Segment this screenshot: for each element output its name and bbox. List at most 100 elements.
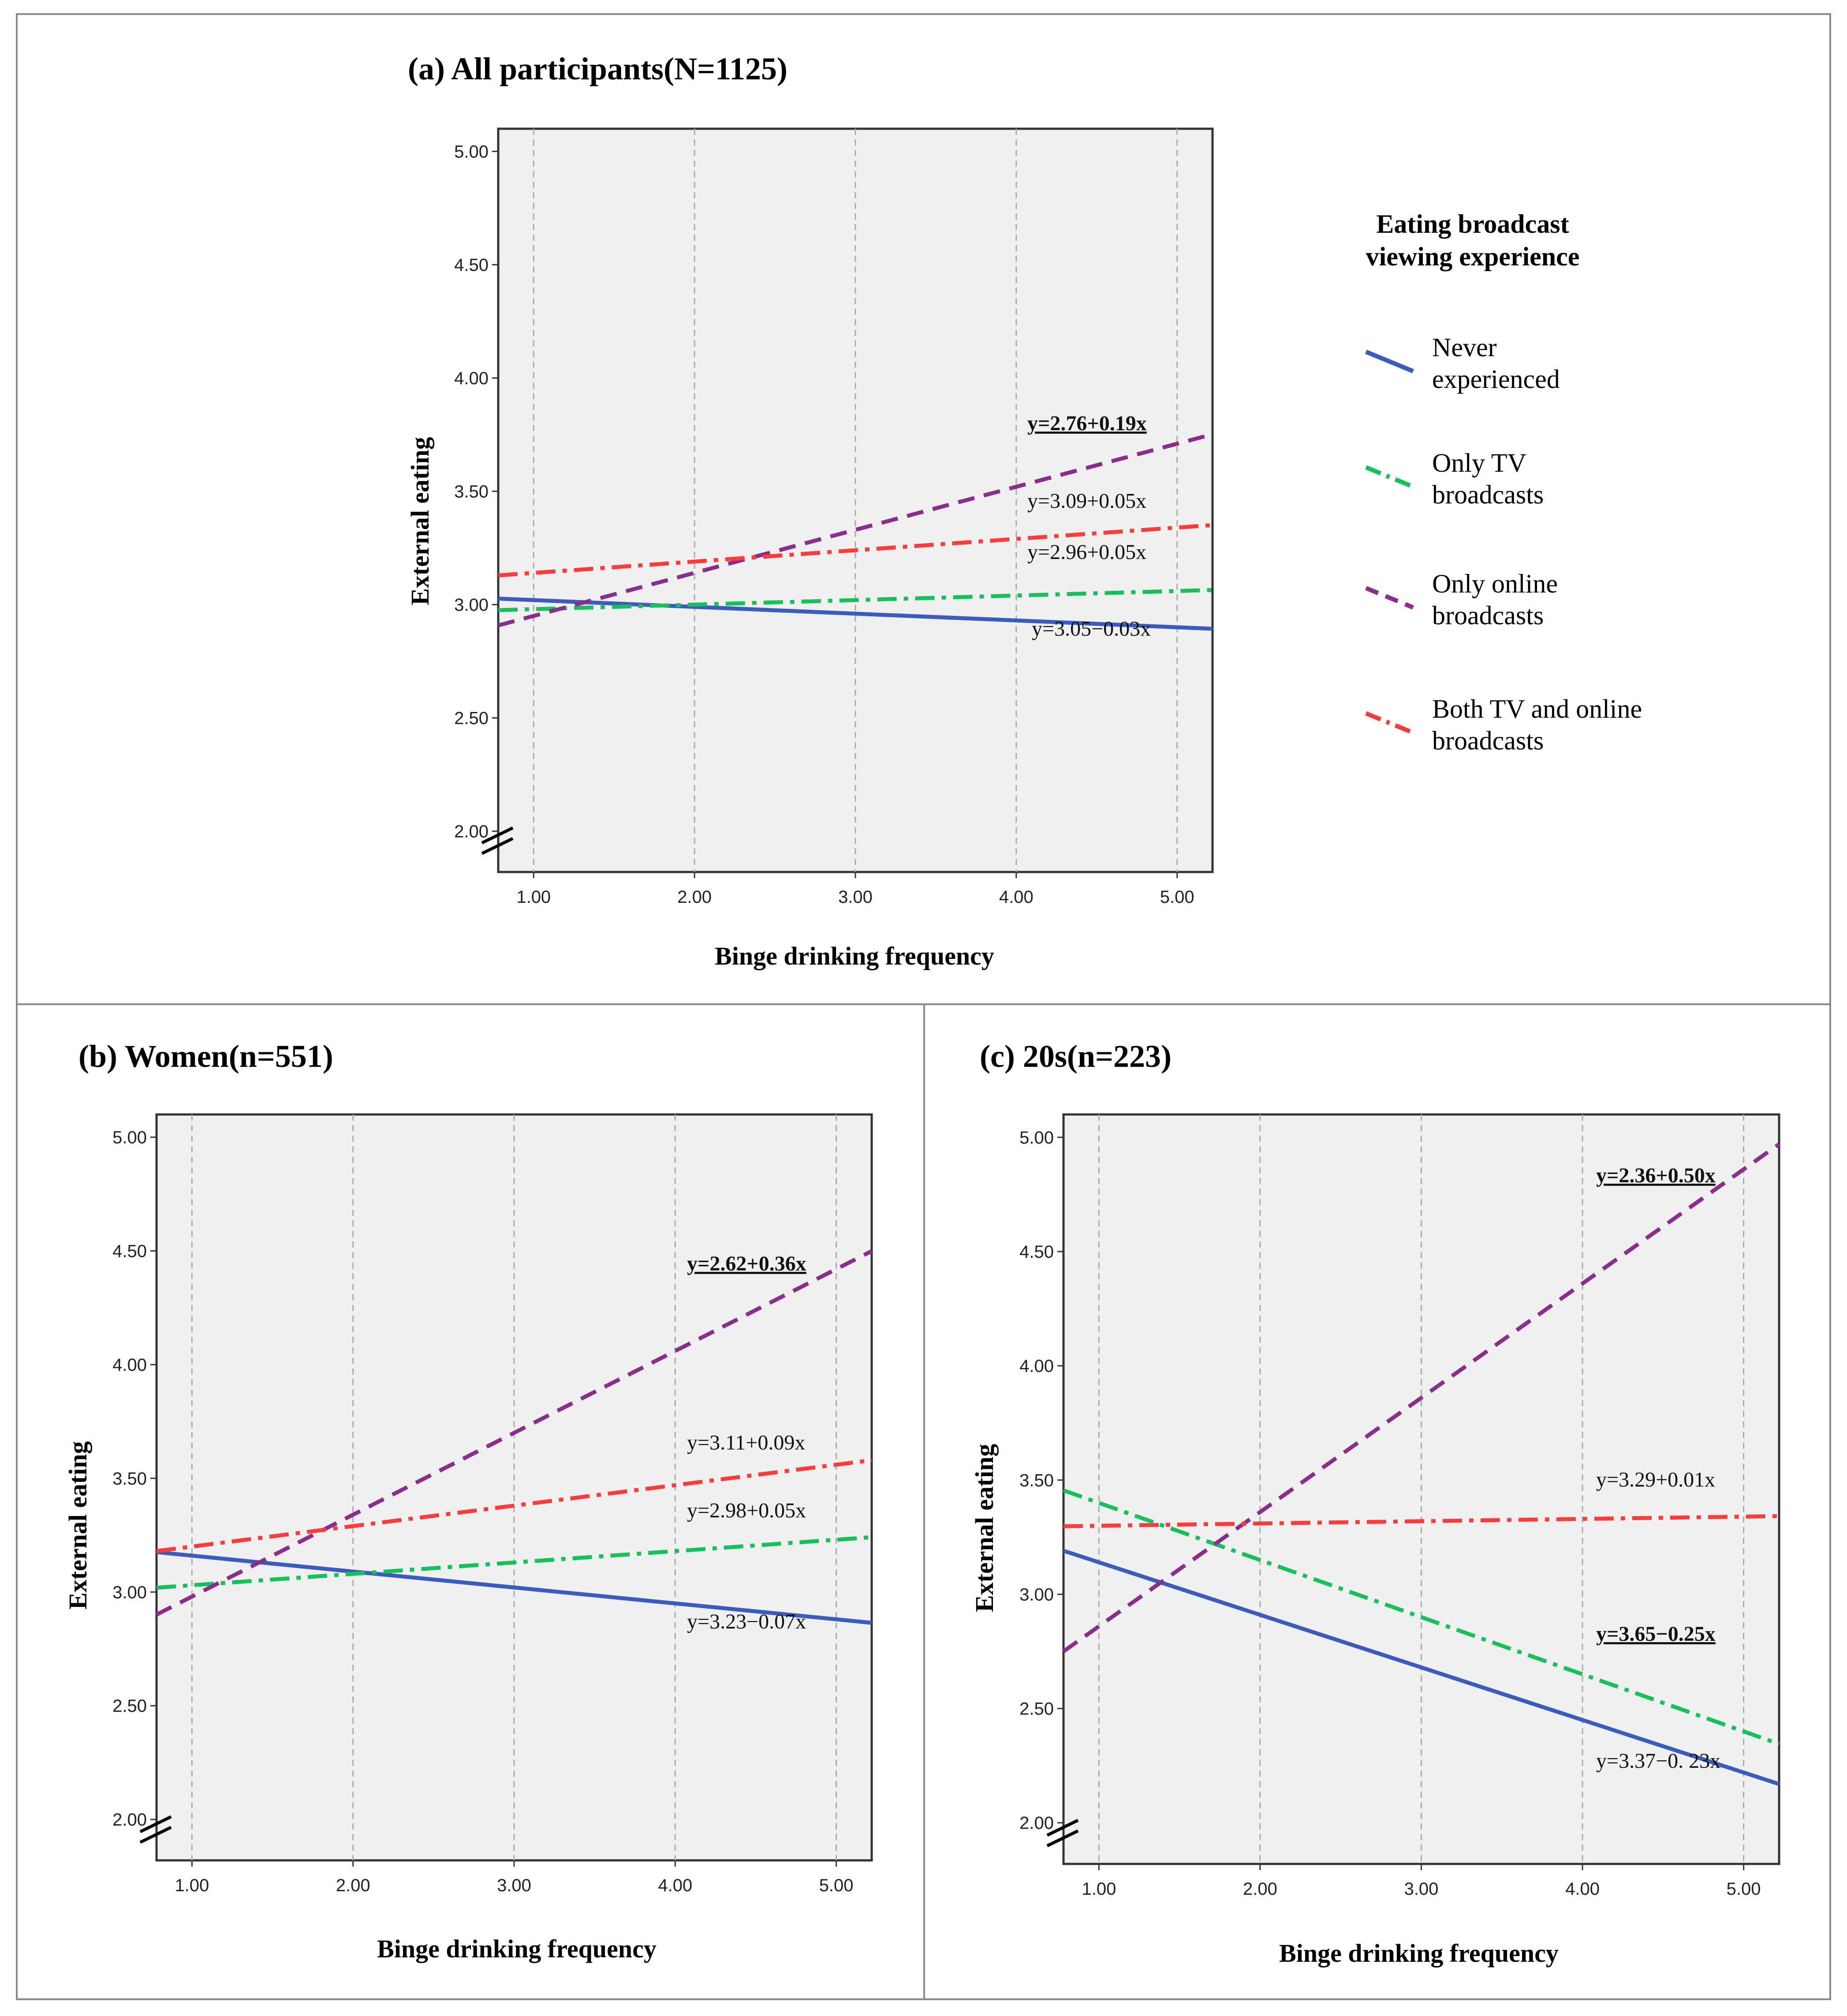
y-tick-label: 3.00 (454, 595, 489, 615)
y-tick-label: 3.50 (112, 1469, 147, 1488)
x-tick-label: 2.00 (677, 887, 712, 907)
x-tick-label: 4.00 (658, 1876, 692, 1895)
y-tick-label: 2.50 (1019, 1699, 1054, 1719)
equation-labels: y=3.23−0.07x y=2.98+0.05x y=2.62+0.36x y=3.… (687, 1252, 806, 1633)
series-line-both (156, 1458, 872, 1553)
y-tick-label: 3.00 (1019, 1585, 1054, 1604)
equation-label-online: y=2.76+0.19x (1027, 412, 1147, 435)
series-line-never (1063, 1549, 1780, 1786)
y-tick-label: 4.00 (112, 1355, 147, 1375)
x-tick-label: 1.00 (175, 1876, 209, 1895)
x-tick-label: 3.00 (497, 1876, 531, 1895)
equation-label-both: y=3.09+0.05x (1027, 489, 1146, 513)
y-tick-label: 4.50 (112, 1242, 147, 1261)
x-tick-label: 3.00 (838, 887, 873, 907)
chart-title: (b) Women(n=551) (78, 1039, 333, 1074)
y-tick-label: 3.50 (1019, 1471, 1054, 1490)
y-tick-label: 5.00 (112, 1128, 147, 1148)
x-tick-label: 1.00 (516, 887, 551, 907)
y-tick-label: 2.50 (454, 708, 489, 728)
series-line-both (498, 523, 1213, 578)
equation-label-both: y=3.29+0.01x (1596, 1468, 1715, 1491)
x-tick-label: 4.00 (1565, 1879, 1600, 1899)
axis-break-marks (481, 826, 514, 855)
x-tick-label: 5.00 (819, 1876, 854, 1895)
series-line-tv (498, 588, 1213, 612)
equation-label-never: y=3.37−0. 23x (1596, 1749, 1720, 1773)
series-line-online (155, 1249, 873, 1617)
legend-label-tv-line2: broadcasts (1432, 480, 1544, 509)
x-axis-label: Binge drinking frequency (377, 1934, 657, 1963)
legend-label-both-line2: broadcasts (1432, 726, 1544, 755)
y-tick-label: 4.50 (454, 255, 489, 275)
y-axis-label: External eating (406, 437, 434, 605)
y-axis-label: External eating (970, 1444, 999, 1612)
x-axis-label: Binge drinking frequency (715, 942, 994, 970)
vertical-gridlines (1098, 1114, 1745, 1864)
legend-label-both-line1: Both TV and online (1432, 694, 1642, 723)
x-tick-label: 2.00 (1243, 1879, 1277, 1899)
x-tick-labels: 1.00 2.00 3.00 4.00 5.00 (1082, 1864, 1761, 1899)
vertical-gridlines (191, 1114, 837, 1860)
legend-swatch-online (1365, 586, 1414, 610)
chart-title: (a) All participants(N=1125) (408, 51, 787, 86)
equation-label-online: y=2.36+0.50x (1596, 1164, 1716, 1187)
y-tick-label: 2.50 (112, 1696, 147, 1716)
y-tick-labels: 2.00 2.50 3.00 3.50 4.00 4.50 5.00 (112, 1128, 157, 1830)
series-line-online (1062, 1142, 1780, 1653)
legend-swatch-never (1365, 350, 1414, 373)
y-tick-label: 4.50 (1019, 1242, 1054, 1262)
equation-labels: y=3.37−0. 23x y=3.65−0.25x y=2.36+0.50x y=3… (1596, 1164, 1720, 1773)
chart-panel-a: (a) All participants(N=1125) 2.00 2.50 3.0… (406, 51, 1214, 970)
y-tick-label: 2.00 (112, 1810, 147, 1830)
series-lines (155, 1249, 873, 1625)
series-line-both (1063, 1514, 1780, 1528)
legend-label-never-line2: experienced (1432, 365, 1560, 394)
series-line-never (498, 596, 1213, 631)
y-tick-label: 4.00 (1019, 1356, 1054, 1376)
vertical-gridlines (533, 129, 1178, 872)
equation-labels: y=3.05−0.03x y=2.96+0.05x y=2.76+0.19x y=3.… (1027, 412, 1151, 641)
legend-label-online-line2: broadcasts (1432, 601, 1544, 630)
y-tick-label: 4.00 (454, 369, 489, 388)
chart-panel-c: (c) 20s(n=223) 2.00 2.50 3.00 3.50 4.00 4.50 5… (970, 1039, 1780, 1968)
x-tick-labels: 1.00 2.00 3.00 4.00 5.00 (175, 1860, 854, 1895)
x-tick-label: 5.00 (1160, 887, 1194, 907)
equation-label-online: y=2.62+0.36x (687, 1252, 806, 1275)
y-tick-label: 2.00 (454, 822, 489, 841)
equation-label-both: y=3.11+0.09x (687, 1431, 805, 1454)
equation-label-tv: y=2.96+0.05x (1027, 540, 1146, 564)
y-tick-label: 3.00 (112, 1583, 147, 1602)
equation-label-tv: y=2.98+0.05x (687, 1499, 806, 1522)
series-lines (1062, 1142, 1780, 1786)
legend: Eating broadcast viewing experience Neve… (1365, 209, 1642, 755)
y-tick-label: 3.50 (454, 482, 489, 501)
x-tick-label: 3.00 (1404, 1879, 1439, 1899)
equation-label-never: y=3.05−0.03x (1032, 617, 1151, 641)
series-line-online (497, 432, 1213, 627)
y-axis-label: External eating (63, 1441, 92, 1610)
equation-label-tv: y=3.65−0.25x (1596, 1622, 1716, 1646)
x-tick-label: 2.00 (336, 1876, 370, 1895)
x-tick-label: 5.00 (1727, 1879, 1761, 1899)
legend-swatch-both (1365, 711, 1414, 735)
y-tick-label: 5.00 (1019, 1128, 1054, 1148)
series-line-tv (156, 1535, 872, 1590)
legend-title-line2: viewing experience (1366, 242, 1580, 271)
series-lines (497, 432, 1213, 631)
legend-label-never-line1: Never (1432, 333, 1497, 362)
legend-label-tv-line1: Only TV (1432, 448, 1526, 477)
equation-label-never: y=3.23−0.07x (687, 1610, 806, 1633)
y-tick-labels: 2.00 2.50 3.00 3.50 4.00 4.50 5.00 (454, 142, 498, 841)
chart-panel-b: (b) Women(n=551) 2.00 2.50 3.00 3.50 4.00 4.5… (63, 1039, 873, 1963)
legend-swatch-tv (1365, 465, 1414, 489)
y-tick-label: 2.00 (1019, 1814, 1054, 1833)
series-line-never (156, 1550, 872, 1625)
x-tick-label: 1.00 (1082, 1879, 1116, 1899)
axis-break-marks (1046, 1818, 1079, 1848)
series-line-tv (1063, 1488, 1780, 1746)
axis-break-marks (139, 1815, 172, 1844)
y-tick-label: 5.00 (454, 142, 489, 161)
legend-title-line1: Eating broadcast (1376, 209, 1569, 238)
